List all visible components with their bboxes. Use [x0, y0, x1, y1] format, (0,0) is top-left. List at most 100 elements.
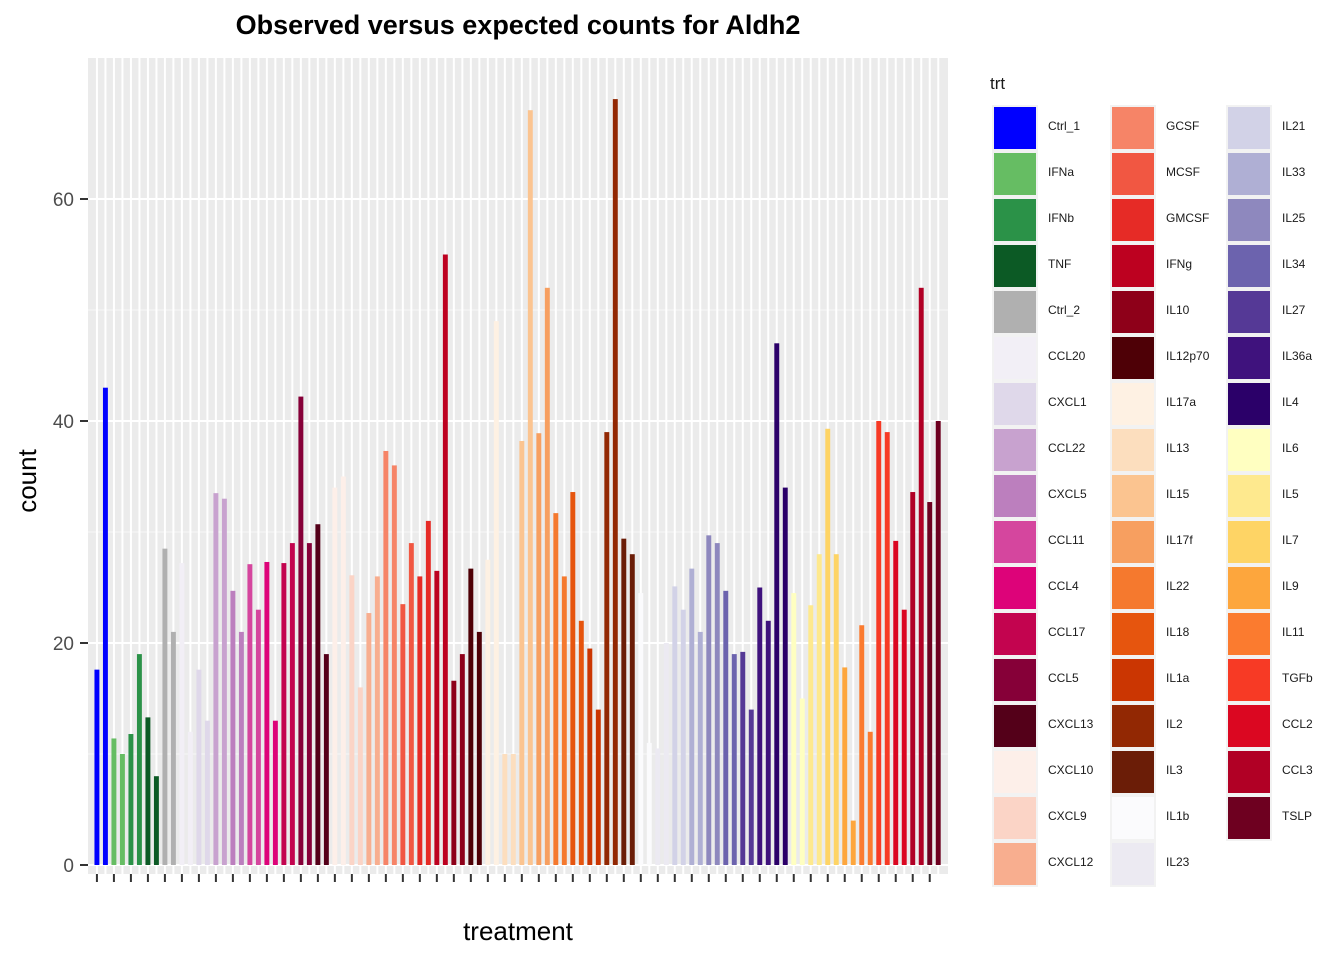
legend-swatch	[1228, 153, 1270, 195]
legend-key	[1226, 197, 1272, 243]
bar	[604, 432, 610, 865]
legend-item: CXCL5	[992, 473, 1112, 519]
legend-key	[1110, 795, 1156, 841]
legend-key	[992, 381, 1038, 427]
legend-swatch	[1228, 659, 1270, 701]
y-tick-label: 60	[53, 190, 74, 211]
bar	[272, 720, 278, 865]
legend-item: CCL17	[992, 611, 1112, 657]
legend-key	[1110, 473, 1156, 519]
legend-label: CCL20	[1048, 349, 1086, 363]
legend-swatch	[1228, 199, 1270, 241]
legend-title: trt	[990, 74, 1006, 93]
legend-key	[1110, 105, 1156, 151]
legend-item: IL3	[1110, 749, 1230, 795]
bar	[179, 563, 185, 865]
legend-key	[1226, 381, 1272, 427]
legend-label: IL4	[1282, 395, 1299, 409]
legend-key	[1110, 381, 1156, 427]
legend-key	[992, 657, 1038, 703]
legend-swatch	[1112, 107, 1154, 149]
legend-label: TNF	[1048, 257, 1072, 271]
legend-label: IL12p70	[1166, 349, 1210, 363]
bar	[544, 287, 550, 865]
bar	[799, 698, 805, 865]
bar	[230, 590, 236, 865]
legend-key	[1110, 841, 1156, 887]
bar	[757, 587, 763, 865]
legend-item: IL18	[1110, 611, 1230, 657]
legend-swatch	[1112, 751, 1154, 793]
legend-key	[1226, 427, 1272, 473]
legend-label: IL3	[1166, 763, 1183, 777]
bar	[612, 99, 618, 866]
legend-swatch	[1112, 475, 1154, 517]
legend-item: TNF	[992, 243, 1112, 289]
bar	[391, 465, 397, 865]
legend-swatch	[1228, 797, 1270, 839]
bar	[680, 609, 686, 865]
bar	[740, 651, 746, 865]
legend-item: IL1a	[1110, 657, 1230, 703]
legend-item: IL27	[1226, 289, 1344, 335]
bar	[782, 487, 788, 865]
legend-swatch	[1112, 337, 1154, 379]
legend-key	[1110, 427, 1156, 473]
legend-label: IL33	[1282, 165, 1306, 179]
bar	[306, 543, 312, 865]
legend-swatch	[1112, 843, 1154, 885]
legend-label: IL1b	[1166, 809, 1190, 823]
legend-swatch	[994, 383, 1036, 425]
legend-label: TSLP	[1282, 809, 1313, 823]
legend-label: IL18	[1166, 625, 1190, 639]
legend-key	[1110, 197, 1156, 243]
legend-key	[992, 841, 1038, 887]
y-tick-label: 40	[53, 412, 74, 433]
legend-label: IL10	[1166, 303, 1190, 317]
legend-key	[1110, 289, 1156, 335]
bar	[442, 254, 448, 865]
legend-item: IL6	[1226, 427, 1344, 473]
bar	[859, 625, 865, 865]
bar	[561, 576, 567, 865]
legend-key	[1226, 243, 1272, 289]
legend-key	[992, 703, 1038, 749]
bar	[578, 620, 584, 865]
legend-item: TGFb	[1226, 657, 1344, 703]
legend-swatch	[1112, 199, 1154, 241]
bar	[162, 548, 168, 865]
legend-item: Ctrl_1	[992, 105, 1112, 151]
bar	[918, 287, 924, 865]
legend-item: CXCL10	[992, 749, 1112, 795]
legend-label: CXCL5	[1048, 487, 1087, 501]
legend-swatch	[994, 291, 1036, 333]
bar	[842, 667, 848, 865]
bar	[323, 654, 329, 865]
legend-swatch	[1112, 383, 1154, 425]
bar	[570, 492, 576, 865]
bar	[629, 554, 635, 865]
legend-item: IL9	[1226, 565, 1344, 611]
bar	[145, 717, 151, 865]
bar	[723, 590, 729, 865]
legend-item: IL17a	[1110, 381, 1230, 427]
bar	[833, 554, 839, 865]
legend-key	[1110, 519, 1156, 565]
bar	[867, 731, 873, 865]
bar	[884, 432, 890, 865]
bar	[502, 754, 508, 865]
bar	[153, 776, 159, 865]
legend-item: IL22	[1110, 565, 1230, 611]
bar	[893, 540, 899, 865]
bar	[791, 593, 797, 865]
legend-label: IFNa	[1048, 165, 1075, 179]
legend-swatch	[1112, 613, 1154, 655]
legend-swatch	[994, 797, 1036, 839]
bar	[128, 734, 134, 865]
legend-item: IL15	[1110, 473, 1230, 519]
legend-item: IL21	[1226, 105, 1344, 151]
legend-key	[1226, 749, 1272, 795]
legend-item: IL1b	[1110, 795, 1230, 841]
legend-label: IL34	[1282, 257, 1306, 271]
bar	[111, 738, 117, 865]
